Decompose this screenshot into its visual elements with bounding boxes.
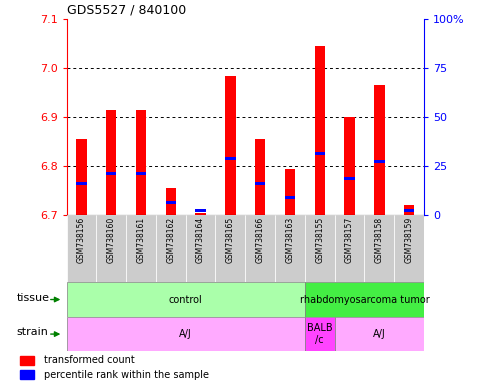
Text: control: control: [169, 295, 203, 305]
Bar: [394, 215, 424, 282]
Bar: [156, 215, 186, 282]
Bar: [305, 282, 424, 317]
Bar: [364, 215, 394, 282]
Text: GSM738165: GSM738165: [226, 217, 235, 263]
Bar: [335, 215, 364, 282]
Text: tissue: tissue: [17, 293, 50, 303]
Bar: [166, 201, 176, 204]
Bar: [186, 215, 215, 282]
Text: GSM738163: GSM738163: [285, 217, 294, 263]
Text: A/J: A/J: [373, 329, 386, 339]
Bar: [225, 76, 236, 215]
Bar: [305, 317, 335, 351]
Bar: [166, 188, 176, 215]
Text: GSM738155: GSM738155: [315, 217, 324, 263]
Text: A/J: A/J: [179, 329, 192, 339]
Text: GSM738162: GSM738162: [166, 217, 176, 263]
Bar: [67, 282, 305, 317]
Text: GSM738166: GSM738166: [256, 217, 265, 263]
Bar: [96, 215, 126, 282]
Text: GSM738159: GSM738159: [405, 217, 414, 263]
Bar: [136, 172, 146, 175]
Bar: [404, 205, 414, 215]
Bar: [136, 110, 146, 215]
Bar: [20, 370, 34, 379]
Bar: [315, 46, 325, 215]
Bar: [20, 356, 34, 365]
Bar: [195, 209, 206, 212]
Text: strain: strain: [17, 327, 48, 338]
Bar: [404, 209, 414, 212]
Bar: [195, 213, 206, 215]
Bar: [67, 215, 96, 282]
Bar: [344, 177, 355, 180]
Bar: [76, 139, 87, 215]
Bar: [305, 215, 335, 282]
Text: GSM738160: GSM738160: [106, 217, 116, 263]
Bar: [374, 85, 385, 215]
Text: GSM738156: GSM738156: [77, 217, 86, 263]
Bar: [275, 215, 305, 282]
Bar: [76, 182, 87, 185]
Bar: [106, 110, 116, 215]
Bar: [67, 317, 305, 351]
Text: GSM738157: GSM738157: [345, 217, 354, 263]
Bar: [285, 169, 295, 215]
Bar: [285, 197, 295, 199]
Bar: [215, 215, 246, 282]
Text: GSM738158: GSM738158: [375, 217, 384, 263]
Text: GDS5527 / 840100: GDS5527 / 840100: [67, 3, 186, 17]
Bar: [335, 317, 424, 351]
Text: rhabdomyosarcoma tumor: rhabdomyosarcoma tumor: [300, 295, 429, 305]
Bar: [344, 117, 355, 215]
Text: BALB
/c: BALB /c: [307, 323, 333, 345]
Bar: [126, 215, 156, 282]
Bar: [225, 157, 236, 160]
Bar: [255, 139, 265, 215]
Text: transformed count: transformed count: [44, 356, 135, 366]
Bar: [374, 160, 385, 163]
Bar: [106, 172, 116, 175]
Bar: [246, 215, 275, 282]
Text: percentile rank within the sample: percentile rank within the sample: [44, 370, 210, 380]
Text: GSM738161: GSM738161: [137, 217, 145, 263]
Bar: [315, 152, 325, 155]
Bar: [255, 182, 265, 185]
Text: GSM738164: GSM738164: [196, 217, 205, 263]
